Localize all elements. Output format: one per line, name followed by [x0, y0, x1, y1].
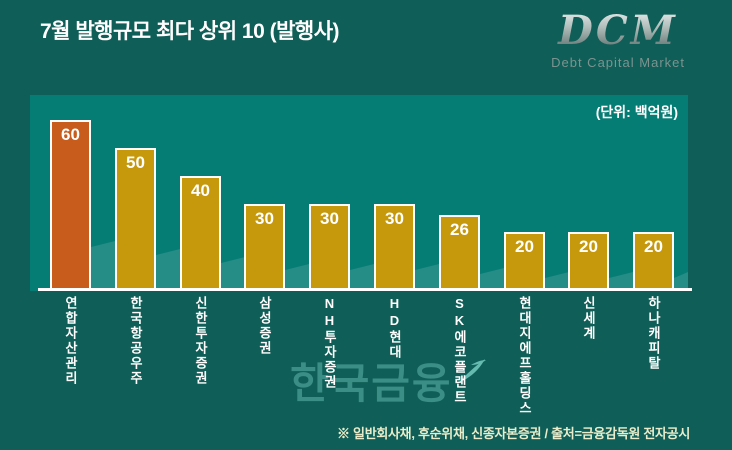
- category-label: 현대지에프홀딩스: [517, 296, 532, 416]
- x-axis-line: [38, 288, 692, 291]
- bar-하나캐피탈: 20: [633, 232, 674, 288]
- unit-label: (단위: 백억원): [595, 104, 678, 120]
- bar-shadow: [285, 264, 309, 288]
- bar-shadow: [415, 264, 439, 288]
- category-label: 하나캐피탈: [646, 296, 661, 371]
- bar-shadow: [221, 257, 245, 288]
- bar-shadow: [674, 272, 688, 288]
- bar-HD현대: 30: [374, 204, 415, 288]
- category-label: 연합자산관리: [63, 296, 78, 386]
- category-label: 한국항공우주: [128, 296, 143, 386]
- bar-value-label: 20: [579, 237, 598, 256]
- plot-area: (단위: 백억원) 60 50 40 30 30 30 26 20 20 20: [30, 95, 692, 291]
- dcm-logo: DCM Debt Capital Market: [551, 10, 685, 71]
- bar-신세계: 20: [568, 232, 609, 288]
- watermark-text: 한국금융: [290, 360, 453, 407]
- category-label: 신세계: [581, 296, 596, 341]
- bar-신한투자증권: 40: [180, 176, 221, 288]
- bar-shadow: [156, 249, 180, 288]
- category-label: NH투자증권: [322, 296, 337, 390]
- category-label: 삼성증권: [257, 296, 272, 356]
- bar-현대지에프홀딩스: 20: [504, 232, 545, 288]
- bar-value-label: 60: [61, 125, 80, 144]
- page-title: 7월 발행규모 최다 상위 10 (발행사): [40, 20, 340, 43]
- bar-value-label: 20: [644, 237, 663, 256]
- bar-연합자산관리: 60: [50, 120, 91, 288]
- dcm-logo-text: DCM: [551, 10, 685, 52]
- bar-NH투자증권: 30: [309, 204, 350, 288]
- bar-value-label: 40: [191, 181, 210, 200]
- bar-삼성증권: 30: [244, 204, 285, 288]
- bar-shadow: [609, 272, 633, 288]
- bar-shadow: [480, 268, 504, 288]
- footer-note: ※ 일반회사채, 후순위채, 신종자본증권 / 출처=금융감독원 전자공시: [337, 426, 690, 441]
- bar-value-label: 26: [450, 220, 469, 239]
- category-label: HD현대: [387, 296, 402, 360]
- bar-value-label: 30: [320, 209, 339, 228]
- bar-shadow: [545, 272, 569, 288]
- bar-SK에코플랜트: 26: [439, 215, 480, 288]
- wave-swoosh-icon: [457, 348, 487, 396]
- category-label: SK에코플랜트: [452, 296, 467, 405]
- dcm-logo-subtitle: Debt Capital Market: [551, 55, 685, 70]
- bar-value-label: 30: [385, 209, 404, 228]
- category-labels: 연합자산관리 한국항공우주 신한투자증권 삼성증권 NH투자증권 HD현대 SK에코플랜트 현…: [30, 296, 688, 428]
- category-label: 신한투자증권: [193, 296, 208, 386]
- bar-value-label: 20: [515, 237, 534, 256]
- bar-shadow: [91, 241, 115, 288]
- bar-value-label: 30: [255, 209, 274, 228]
- bar-shadow: [350, 264, 374, 288]
- bar-value-label: 50: [126, 153, 145, 172]
- watermark: 한국금융: [290, 350, 487, 411]
- bar-한국항공우주: 50: [115, 148, 156, 288]
